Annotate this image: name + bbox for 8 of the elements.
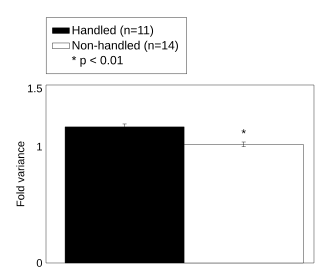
y-axis-title: Fold variance (16, 141, 24, 206)
legend-label: Non-handled (n=14) (72, 40, 178, 52)
legend-label: Handled (n=11) (72, 26, 154, 37)
annotation: * (242, 129, 246, 134)
text: * p < 0.01 (72, 56, 123, 67)
y-tick-label: 1.5 (28, 84, 42, 92)
y-tick-label: 0 (36, 259, 42, 267)
y-tick-label: 1 (37, 142, 42, 150)
